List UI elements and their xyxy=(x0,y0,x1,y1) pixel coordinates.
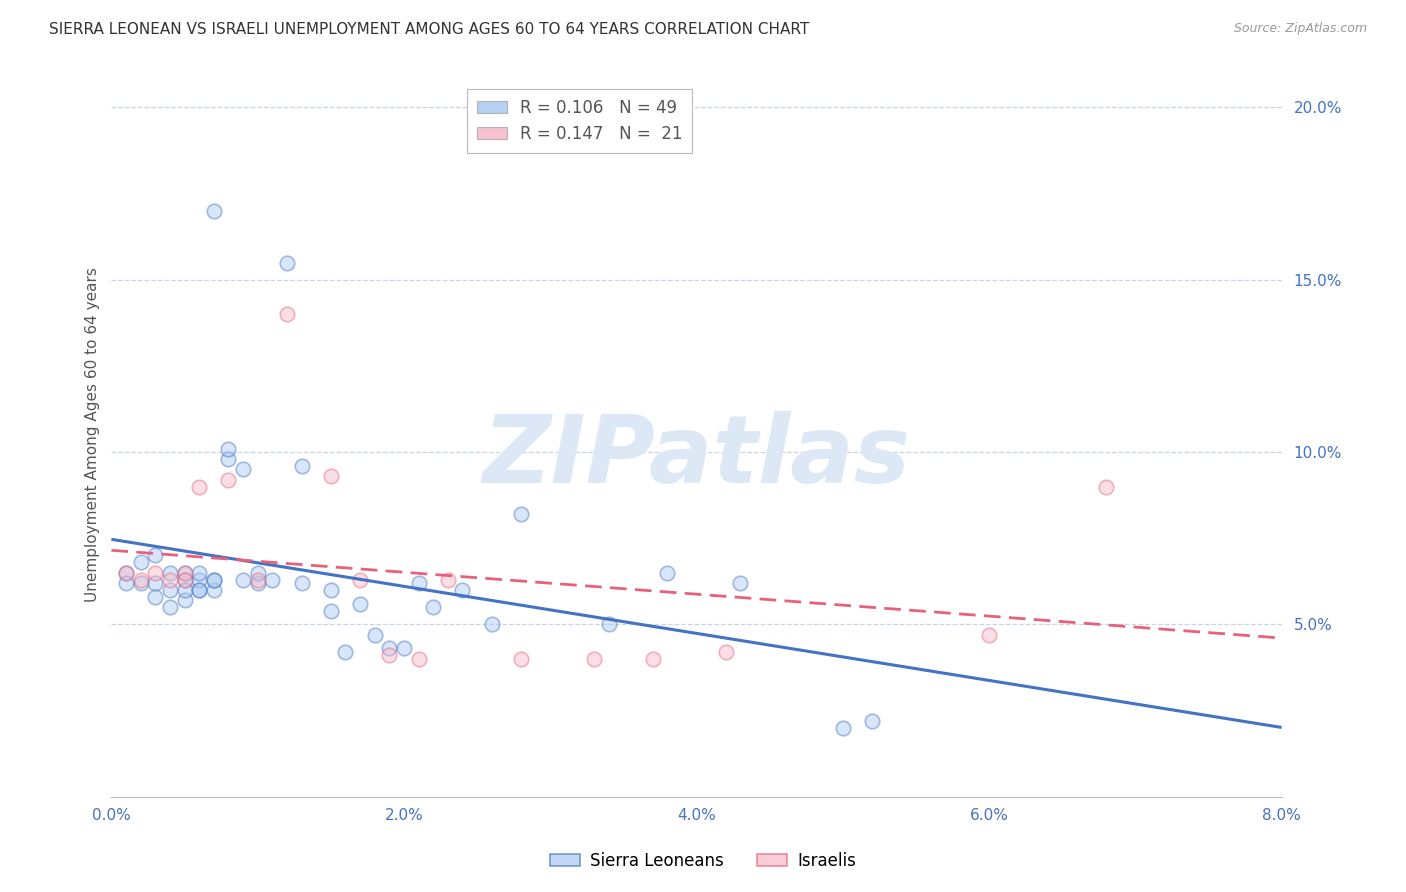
Point xyxy=(657,566,679,580)
Point xyxy=(730,576,752,591)
Point xyxy=(246,566,269,580)
Y-axis label: Unemployment Among Ages 60 to 64 years: Unemployment Among Ages 60 to 64 years xyxy=(86,268,100,602)
Point xyxy=(364,628,387,642)
Point xyxy=(437,573,460,587)
Point xyxy=(408,576,430,591)
Point xyxy=(115,576,138,591)
Point xyxy=(232,573,254,587)
Point xyxy=(217,473,239,487)
Point xyxy=(860,714,883,728)
Point xyxy=(217,442,239,456)
Point xyxy=(202,573,225,587)
Text: Source: ZipAtlas.com: Source: ZipAtlas.com xyxy=(1233,22,1367,36)
Point xyxy=(246,576,269,591)
Point xyxy=(115,566,138,580)
Point xyxy=(115,566,138,580)
Point xyxy=(129,576,152,591)
Text: ZIPatlas: ZIPatlas xyxy=(482,410,911,502)
Point xyxy=(408,652,430,666)
Legend: R = 0.106   N = 49, R = 0.147   N =  21: R = 0.106 N = 49, R = 0.147 N = 21 xyxy=(467,88,692,153)
Point xyxy=(202,582,225,597)
Legend: Sierra Leoneans, Israelis: Sierra Leoneans, Israelis xyxy=(543,846,863,877)
Point xyxy=(188,582,211,597)
Point xyxy=(173,566,195,580)
Point xyxy=(188,566,211,580)
Point xyxy=(378,641,401,656)
Point xyxy=(188,573,211,587)
Point xyxy=(1095,479,1118,493)
Point xyxy=(202,203,225,218)
Point xyxy=(173,566,195,580)
Point xyxy=(290,458,312,473)
Point xyxy=(714,645,737,659)
Point xyxy=(232,462,254,476)
Point xyxy=(159,600,181,615)
Point xyxy=(641,652,664,666)
Point xyxy=(977,628,1000,642)
Point xyxy=(143,590,166,604)
Point xyxy=(598,617,620,632)
Point xyxy=(319,604,342,618)
Point xyxy=(159,582,181,597)
Point xyxy=(246,573,269,587)
Point xyxy=(276,307,298,321)
Point xyxy=(188,582,211,597)
Point xyxy=(143,576,166,591)
Point xyxy=(831,721,853,735)
Point xyxy=(143,566,166,580)
Point xyxy=(349,573,371,587)
Point xyxy=(202,573,225,587)
Point xyxy=(217,452,239,467)
Point xyxy=(510,652,533,666)
Point xyxy=(378,648,401,663)
Point xyxy=(188,479,211,493)
Point xyxy=(510,507,533,521)
Point xyxy=(173,573,195,587)
Point xyxy=(349,597,371,611)
Point xyxy=(173,573,195,587)
Point xyxy=(290,576,312,591)
Point xyxy=(159,566,181,580)
Point xyxy=(129,555,152,569)
Point xyxy=(392,641,415,656)
Point xyxy=(422,600,444,615)
Point xyxy=(129,573,152,587)
Point xyxy=(143,549,166,563)
Point xyxy=(173,593,195,607)
Point xyxy=(159,573,181,587)
Point xyxy=(262,573,284,587)
Point xyxy=(173,582,195,597)
Text: SIERRA LEONEAN VS ISRAELI UNEMPLOYMENT AMONG AGES 60 TO 64 YEARS CORRELATION CHA: SIERRA LEONEAN VS ISRAELI UNEMPLOYMENT A… xyxy=(49,22,810,37)
Point xyxy=(276,255,298,269)
Point xyxy=(335,645,357,659)
Point xyxy=(451,582,474,597)
Point xyxy=(319,469,342,483)
Point xyxy=(319,582,342,597)
Point xyxy=(481,617,503,632)
Point xyxy=(583,652,606,666)
